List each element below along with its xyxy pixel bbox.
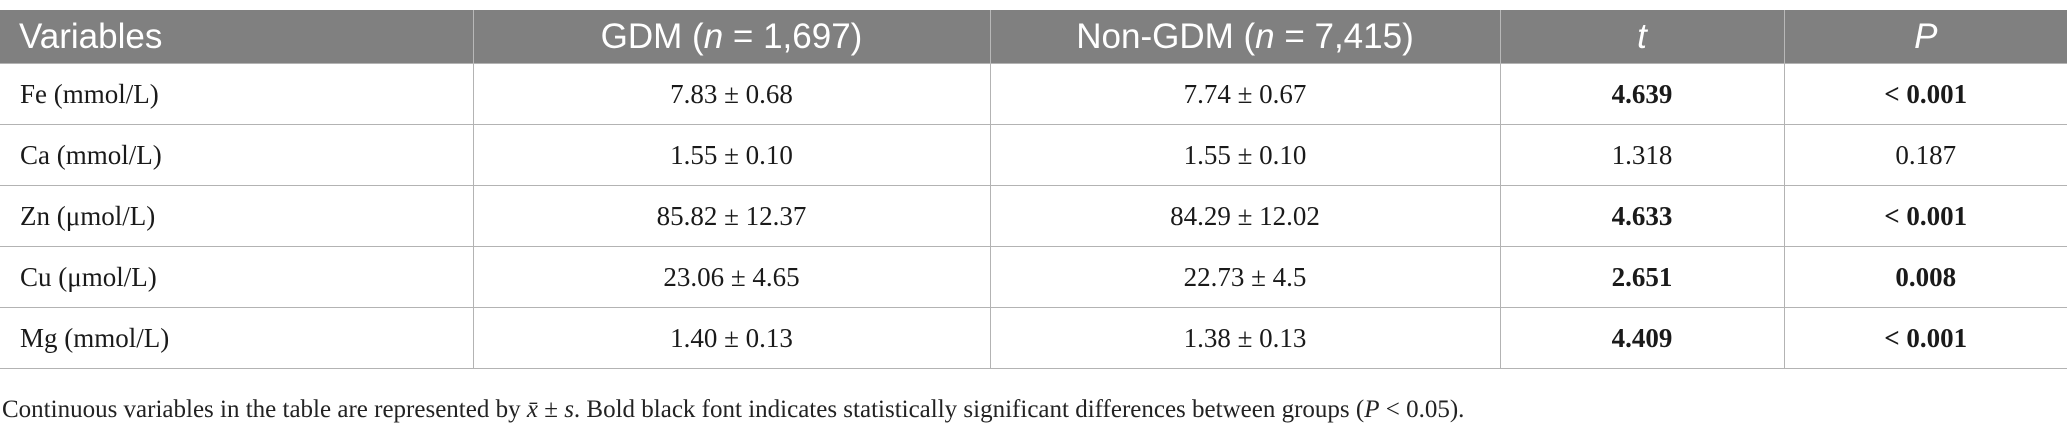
header-row: Variables GDM (n = 1,697) Non-GDM (n = 7… (0, 10, 2067, 64)
table-footnote: Continuous variables in the table are re… (2, 396, 1465, 423)
cell-non-gdm: 22.73 ± 4.5 (989, 246, 1500, 308)
table-body: Fe (mmol/L) 7.83 ± 0.68 7.74 ± 0.67 4.63… (0, 63, 2067, 369)
cell-variable: Zn (μmol/L) (0, 185, 473, 247)
cell-variable: Mg (mmol/L) (0, 307, 473, 369)
table-row: Ca (mmol/L) 1.55 ± 0.10 1.55 ± 0.10 1.31… (0, 124, 2067, 186)
cell-variable: Cu (μmol/L) (0, 246, 473, 308)
cell-gdm: 7.83 ± 0.68 (472, 63, 990, 125)
table-row: Cu (μmol/L) 23.06 ± 4.65 22.73 ± 4.5 2.6… (0, 246, 2067, 308)
data-table: Variables GDM (n = 1,697) Non-GDM (n = 7… (0, 10, 2067, 369)
cell-gdm: 1.40 ± 0.13 (472, 307, 990, 369)
cell-p: 0.187 (1783, 124, 2067, 186)
cell-gdm: 23.06 ± 4.65 (472, 246, 990, 308)
cell-gdm: 85.82 ± 12.37 (472, 185, 990, 247)
cell-gdm: 1.55 ± 0.10 (472, 124, 990, 186)
cell-t: 1.318 (1499, 124, 1784, 186)
table-row: Fe (mmol/L) 7.83 ± 0.68 7.74 ± 0.67 4.63… (0, 63, 2067, 125)
cell-p: < 0.001 (1783, 63, 2067, 125)
cell-non-gdm: 84.29 ± 12.02 (989, 185, 1500, 247)
cell-t: 4.633 (1499, 185, 1784, 247)
cell-non-gdm: 1.38 ± 0.13 (989, 307, 1500, 369)
cell-p: < 0.001 (1783, 307, 2067, 369)
cell-p: 0.008 (1783, 246, 2067, 308)
cell-variable: Ca (mmol/L) (0, 124, 473, 186)
cell-t: 4.639 (1499, 63, 1784, 125)
header-variables: Variables (0, 10, 473, 64)
cell-non-gdm: 1.55 ± 0.10 (989, 124, 1500, 186)
header-gdm: GDM (n = 1,697) (472, 10, 990, 64)
data-table-container: Variables GDM (n = 1,697) Non-GDM (n = 7… (0, 10, 2067, 369)
cell-t: 4.409 (1499, 307, 1784, 369)
header-non-gdm: Non-GDM (n = 7,415) (989, 10, 1500, 64)
header-p: P (1783, 10, 2067, 64)
cell-p: < 0.001 (1783, 185, 2067, 247)
cell-variable: Fe (mmol/L) (0, 63, 473, 125)
header-t: t (1499, 10, 1784, 64)
table-row: Mg (mmol/L) 1.40 ± 0.13 1.38 ± 0.13 4.40… (0, 307, 2067, 369)
table-header: Variables GDM (n = 1,697) Non-GDM (n = 7… (0, 10, 2067, 64)
cell-t: 2.651 (1499, 246, 1784, 308)
cell-non-gdm: 7.74 ± 0.67 (989, 63, 1500, 125)
table-row: Zn (μmol/L) 85.82 ± 12.37 84.29 ± 12.02 … (0, 185, 2067, 247)
